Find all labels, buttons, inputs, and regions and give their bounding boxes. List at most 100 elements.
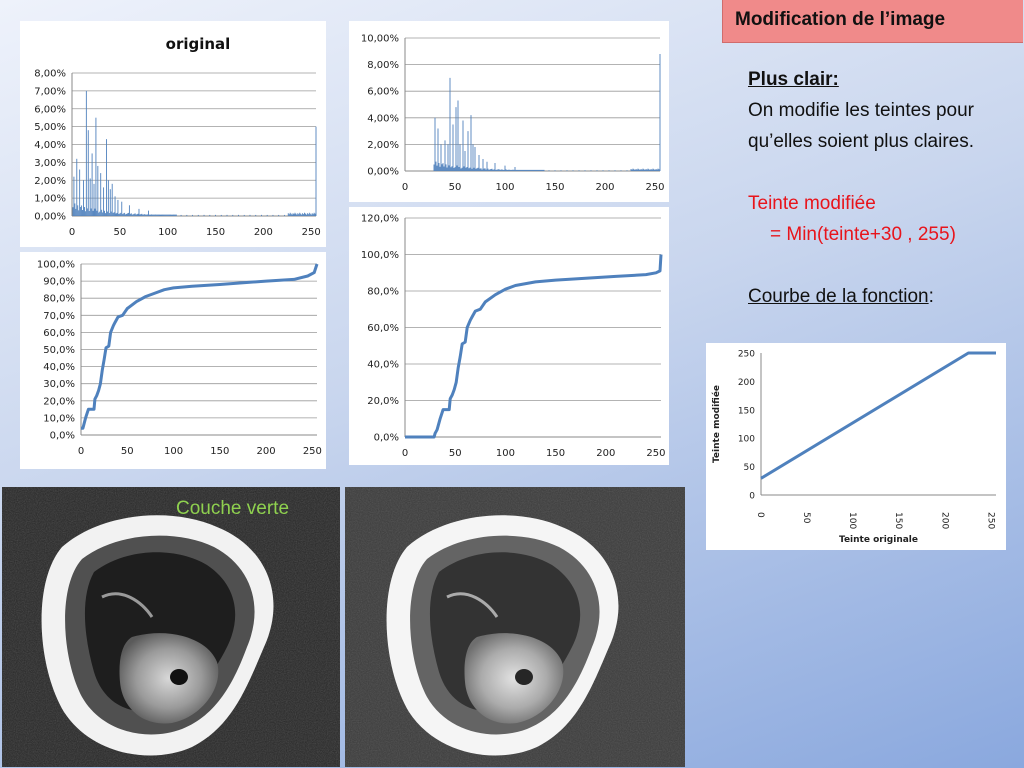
x-tick-label: 50 <box>449 182 462 193</box>
curve-label: Courbe de la fonction <box>748 286 929 307</box>
formula-label: Teinte modifiée <box>748 193 876 214</box>
y-tick-label: 100 <box>738 435 755 445</box>
x-tick-label: 150 <box>893 512 903 529</box>
x-tick-label: 150 <box>546 448 565 459</box>
explanation-text: Plus clair: On modifie les teintes pour … <box>748 64 1020 312</box>
photo-label: Couche verte <box>176 498 290 519</box>
atoll-image-original <box>2 487 340 767</box>
y-tick-label: 50,0% <box>43 345 75 356</box>
atoll-image-modified <box>345 487 685 767</box>
series-line <box>405 254 663 439</box>
cumul-original-panel: 0,0% 10,0% 20,0% 30,0% 40,0% 50,0% 60,0% 70,0% 8… <box>20 252 326 469</box>
curve-caption: Courbe de la fonction: <box>748 281 1020 312</box>
series-line <box>81 263 319 430</box>
y-tick-label: 1,00% <box>34 194 66 205</box>
x-tick-label: 200 <box>939 512 949 529</box>
y-tick-label: 100,0% <box>37 260 75 271</box>
cumul-modified-chart: 0,0% 20,0% 40,0% 60,0% 80,0% 100,0% 120,0% 0 50 1… <box>361 214 666 460</box>
x-tick-label: 250 <box>302 227 321 238</box>
atoll-photo-modified <box>345 487 685 767</box>
x-tick-label: 100 <box>847 512 857 529</box>
y-tick-label: 0,00% <box>367 167 399 178</box>
hist-original-panel: 0,00% 1,00% 2,00% 3,00% 4,00% 5,00% 6,00% 7,00%… <box>20 21 326 247</box>
y-tick-label: 5,00% <box>34 122 66 133</box>
y-tick-label: 7,00% <box>34 86 66 97</box>
y-tick-label: 60,0% <box>367 323 399 334</box>
y-tick-label: 30,0% <box>43 379 75 390</box>
y-tick-label: 20,0% <box>367 396 399 407</box>
y-tick-label: 80,0% <box>367 287 399 298</box>
x-tick-label: 250 <box>645 182 664 193</box>
y-tick-label: 4,00% <box>34 140 66 151</box>
y-tick-label: 150 <box>738 406 755 416</box>
slide-title-box: Modification de l’image <box>722 0 1023 43</box>
hist-modified-panel: 0,00% 2,00% 4,00% 6,00% 8,00% 10,00% 0 50 100 150… <box>349 21 669 202</box>
x-tick-label: 100 <box>158 227 177 238</box>
y-tick-label: 250 <box>738 350 755 360</box>
cumul-original-chart: 0,0% 10,0% 20,0% 30,0% 40,0% 50,0% 60,0% 70,0% 8… <box>37 260 322 458</box>
y-tick-label: 8,00% <box>34 69 66 80</box>
y-tick-label: 80,0% <box>43 294 75 305</box>
y-tick-label: 90,0% <box>43 277 75 288</box>
x-tick-label: 0 <box>402 448 408 459</box>
y-tick-label: 0 <box>749 492 755 502</box>
y-tick-label: 100,0% <box>361 250 399 261</box>
y-tick-label: 2,00% <box>367 140 399 151</box>
x-tick-label: 200 <box>257 446 276 457</box>
x-tick-label: 50 <box>121 446 134 457</box>
x-tick-label: 50 <box>113 227 126 238</box>
x-tick-label: 150 <box>545 182 564 193</box>
y-tick-label: 60,0% <box>43 328 75 339</box>
x-tick-label: 200 <box>596 448 615 459</box>
chart-title: original <box>166 35 231 53</box>
y-tick-label: 3,00% <box>34 158 66 169</box>
y-tick-label: 8,00% <box>367 60 399 71</box>
y-tick-label: 4,00% <box>367 113 399 124</box>
y-axis-title: Teinte modifiée <box>711 385 722 463</box>
x-tick-label: 0 <box>755 512 765 518</box>
section-heading: Plus clair: <box>748 69 839 90</box>
y-tick-label: 0,0% <box>50 431 75 442</box>
y-tick-label: 10,0% <box>43 413 75 424</box>
y-tick-label: 10,00% <box>361 34 399 45</box>
x-tick-label: 150 <box>210 446 229 457</box>
y-tick-label: 0,00% <box>34 212 66 223</box>
function-curve-chart: 0 50 100 150 200 250 0 50 100 150 200 250 Teinte ori… <box>711 350 996 545</box>
hist-original-chart: 0,00% 1,00% 2,00% 3,00% 4,00% 5,00% 6,00% 7,00%… <box>34 35 321 238</box>
y-tick-label: 70,0% <box>43 311 75 322</box>
y-tick-label: 6,00% <box>34 104 66 115</box>
y-tick-label: 50 <box>744 463 756 473</box>
x-tick-label: 100 <box>496 448 515 459</box>
x-tick-label: 200 <box>254 227 273 238</box>
function-curve-panel: 0 50 100 150 200 250 0 50 100 150 200 250 Teinte ori… <box>706 343 1006 550</box>
y-tick-label: 120,0% <box>361 214 399 225</box>
hist-modified-chart: 0,00% 2,00% 4,00% 6,00% 8,00% 10,00% 0 50 100 150… <box>361 34 665 194</box>
y-tick-label: 2,00% <box>34 176 66 187</box>
y-tick-label: 40,0% <box>367 360 399 371</box>
x-tick-label: 50 <box>801 512 811 524</box>
y-tick-label: 0,0% <box>374 433 399 444</box>
atoll-photo-original: Couche verte <box>2 487 340 767</box>
x-tick-label: 250 <box>303 446 322 457</box>
slide-title: Modification de l’image <box>735 9 946 30</box>
x-tick-label: 200 <box>595 182 614 193</box>
x-tick-label: 250 <box>985 512 995 529</box>
x-tick-label: 250 <box>646 448 665 459</box>
y-tick-label: 20,0% <box>43 396 75 407</box>
x-tick-label: 100 <box>495 182 514 193</box>
x-axis-title: Teinte originale <box>839 535 918 545</box>
description-text: On modifie les teintes pour qu’elles soi… <box>748 100 975 152</box>
y-tick-label: 40,0% <box>43 362 75 373</box>
cumul-modified-panel: 0,0% 20,0% 40,0% 60,0% 80,0% 100,0% 120,0% 0 50 1… <box>349 207 669 465</box>
x-tick-label: 100 <box>164 446 183 457</box>
formula-text: = Min(teinte+30 , 255) <box>770 224 956 245</box>
series-line <box>760 351 996 480</box>
x-tick-label: 150 <box>206 227 225 238</box>
x-tick-label: 0 <box>78 446 84 457</box>
y-tick-label: 200 <box>738 378 755 388</box>
x-tick-label: 50 <box>449 448 462 459</box>
x-tick-label: 0 <box>402 182 408 193</box>
curve-label-suffix: : <box>928 286 934 307</box>
x-tick-label: 0 <box>69 227 75 238</box>
y-tick-label: 6,00% <box>367 87 399 98</box>
